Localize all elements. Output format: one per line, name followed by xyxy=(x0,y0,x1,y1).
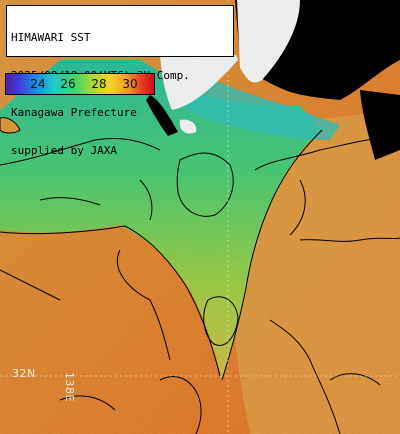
longitude-label: 138E xyxy=(63,372,76,402)
colorbar-tick: 26 xyxy=(60,77,76,91)
info-region: Kanagawa Prefecture xyxy=(11,106,137,119)
latitude-label: 32N xyxy=(12,367,36,380)
info-supplier: supplied by JAXA xyxy=(11,143,117,157)
info-title: HIMAWARI SST xyxy=(11,31,91,44)
sst-colorbar: 24 26 28 30 xyxy=(5,73,155,95)
colorbar-tick: 30 xyxy=(122,77,138,91)
map-info-box: HIMAWARI SST 2025/08/18 00(UTC) 3H Comp.… xyxy=(6,5,234,156)
colorbar-tick: 28 xyxy=(91,77,107,91)
colorbar-tick: 24 xyxy=(30,77,46,91)
